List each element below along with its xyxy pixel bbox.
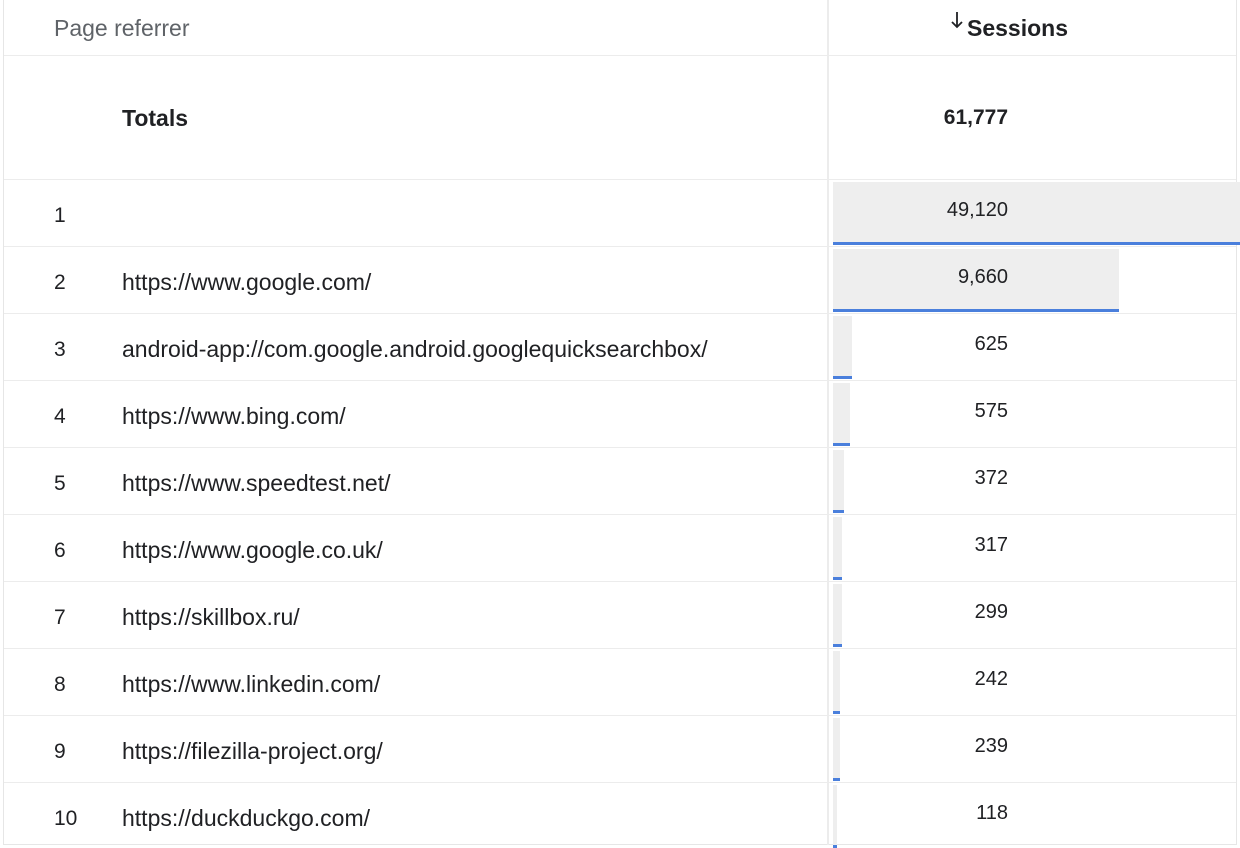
- sessions-bar-indicator: [833, 242, 1240, 245]
- sessions-bar-indicator: [833, 644, 842, 647]
- sessions-bar: [833, 785, 837, 846]
- sessions-bar: [833, 316, 852, 377]
- sessions-bar: [833, 383, 850, 444]
- sessions-bar-indicator: [833, 778, 840, 781]
- table-row[interactable]: 9 https://filezilla-project.org/239: [4, 716, 1236, 783]
- row-rank: 6: [54, 539, 66, 562]
- totals-row: Totals 61,777: [4, 56, 1236, 180]
- sessions-bar-indicator: [833, 510, 844, 513]
- sessions-bar-indicator: [833, 443, 850, 446]
- row-rank: 4: [54, 405, 66, 428]
- row-referrer: android-app://com.google.android.googleq…: [122, 336, 708, 362]
- column-header-page-referrer[interactable]: Page referrer: [54, 15, 190, 41]
- arrow-down-icon: [951, 12, 963, 29]
- table-row[interactable]: 3 android-app://com.google.android.google…: [4, 314, 1236, 381]
- totals-value: 61,777: [943, 106, 1008, 129]
- sessions-bar: [833, 718, 840, 779]
- table-row[interactable]: 5 https://www.speedtest.net/372: [4, 448, 1236, 515]
- sessions-header-label: Sessions: [967, 15, 1068, 41]
- sessions-bar-indicator: [833, 577, 842, 580]
- table-row[interactable]: 6 https://www.google.co.uk/317: [4, 515, 1236, 582]
- row-referrer: https://skillbox.ru/: [122, 604, 300, 630]
- table-row[interactable]: 2 https://www.google.com/9,660: [4, 247, 1236, 314]
- row-rank: 10: [54, 807, 78, 830]
- column-header-sessions[interactable]: Sessions: [830, 0, 1068, 56]
- row-sessions-value: 317: [974, 534, 1008, 556]
- row-sessions-value: 239: [974, 735, 1008, 757]
- sessions-bar: [833, 182, 1240, 243]
- row-sessions-value: 118: [976, 802, 1008, 824]
- sessions-bar: [833, 584, 842, 645]
- row-referrer: https://www.speedtest.net/: [122, 470, 391, 496]
- sessions-bar: [833, 651, 840, 712]
- row-rank: 5: [54, 472, 66, 495]
- row-referrer: https://www.google.com/: [122, 269, 372, 295]
- row-rank: 8: [54, 673, 66, 696]
- row-sessions-value: 575: [974, 400, 1008, 422]
- table-header-row: Page referrer Sessions: [4, 0, 1236, 56]
- row-rank: 9: [54, 740, 66, 763]
- data-table: [3, 0, 1237, 845]
- sessions-bar: [833, 517, 842, 578]
- sessions-bar-indicator: [833, 711, 840, 714]
- row-referrer: https://www.linkedin.com/: [122, 671, 381, 697]
- table-row[interactable]: 7 https://skillbox.ru/299: [4, 582, 1236, 649]
- column-divider: [827, 0, 829, 845]
- totals-label: Totals: [122, 105, 189, 131]
- sessions-bar: [833, 249, 1119, 310]
- table-row[interactable]: 10 https://duckduckgo.com/118: [4, 783, 1236, 848]
- sessions-bar-indicator: [833, 309, 1119, 312]
- sessions-bar-indicator: [833, 376, 852, 379]
- row-referrer: https://filezilla-project.org/: [122, 738, 383, 764]
- row-referrer: https://duckduckgo.com/: [122, 805, 371, 831]
- row-rank: 7: [54, 606, 66, 629]
- row-rank: 2: [54, 271, 66, 294]
- row-sessions-value: 625: [974, 333, 1008, 355]
- row-referrer: https://www.bing.com/: [122, 403, 346, 429]
- row-sessions-value: 299: [974, 601, 1008, 623]
- row-referrer: https://www.google.co.uk/: [122, 537, 383, 563]
- row-rank: 1: [54, 204, 66, 227]
- row-sessions-value: 9,660: [957, 266, 1008, 288]
- table-row[interactable]: 4 https://www.bing.com/575: [4, 381, 1236, 448]
- table-row[interactable]: 8 https://www.linkedin.com/242: [4, 649, 1236, 716]
- row-sessions-value: 49,120: [946, 199, 1008, 221]
- row-sessions-value: 372: [974, 467, 1008, 489]
- sessions-bar: [833, 450, 844, 511]
- row-sessions-value: 242: [974, 668, 1008, 690]
- row-rank: 3: [54, 338, 66, 361]
- table-row[interactable]: 1 49,120: [4, 180, 1240, 247]
